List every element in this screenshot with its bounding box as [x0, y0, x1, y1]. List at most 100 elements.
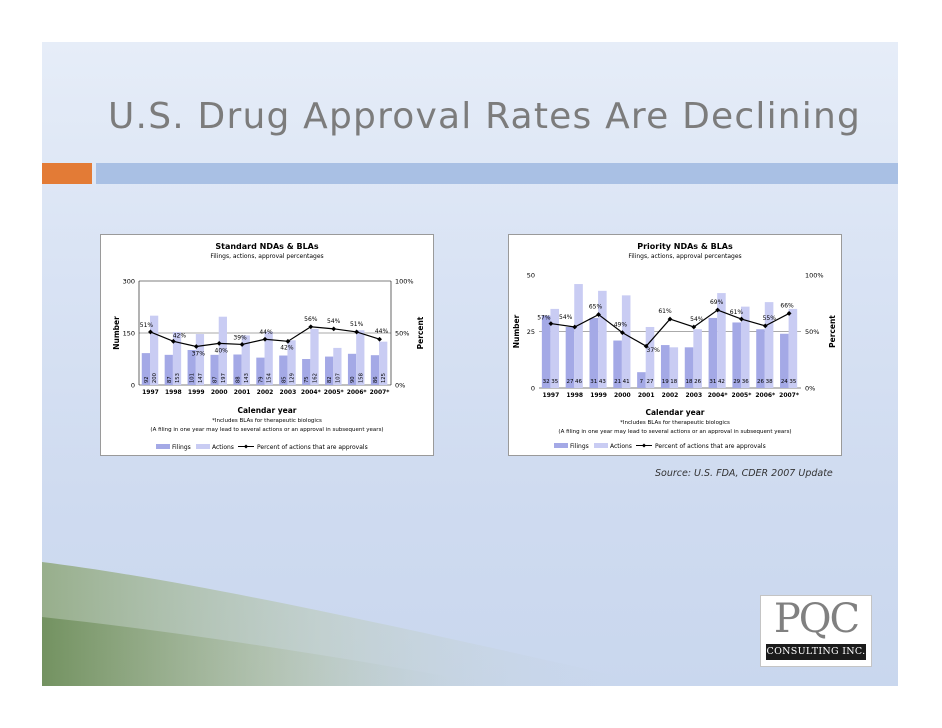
- legend-swatch-actions: [196, 444, 210, 449]
- value-label-actions: 42: [718, 379, 725, 385]
- percent-label: 55%: [763, 315, 777, 322]
- x-axis-label: Calendar year: [237, 406, 296, 415]
- legend-marker: [642, 443, 646, 448]
- percent-label: 61%: [658, 308, 672, 315]
- x-tick-label: 2006*: [347, 389, 368, 396]
- legend-filings: Filings: [570, 443, 589, 450]
- value-label-filings: 29: [733, 379, 740, 385]
- value-label-actions: 26: [694, 379, 701, 385]
- value-label-filings: 24: [781, 379, 788, 385]
- x-tick-label: 2005*: [324, 389, 345, 396]
- y-tick-label: 0: [131, 382, 135, 390]
- x-tick-label: 2007*: [370, 389, 391, 396]
- bar-actions: [241, 335, 250, 385]
- bar-filings: [684, 347, 694, 388]
- slide-title: U.S. Drug Approval Rates Are Declining: [108, 96, 862, 137]
- value-label-actions: 162: [312, 373, 318, 383]
- bar-filings: [732, 322, 741, 388]
- bar-filings: [660, 345, 670, 388]
- percent-marker: [548, 321, 554, 326]
- bar-actions: [764, 302, 774, 388]
- y2-tick-label: 0%: [805, 385, 815, 393]
- percent-label: 54%: [327, 318, 341, 325]
- bar-filings: [302, 359, 311, 385]
- bar-actions: [598, 290, 607, 388]
- legend: Filings Actions Percent of actions that …: [156, 444, 368, 451]
- bar-actions: [264, 331, 273, 385]
- x-tick-label: 1998: [566, 392, 583, 399]
- bar-filings: [613, 340, 622, 388]
- x-axis-label: Calendar year: [645, 408, 704, 417]
- bar-filings: [541, 315, 551, 388]
- standard-chart-svg: Standard NDAs & BLAs Filings, actions, a…: [112, 242, 425, 451]
- accent-bar-blue: [96, 163, 898, 184]
- percent-line: [550, 309, 790, 347]
- bar-actions: [550, 308, 560, 388]
- chart-title: Priority NDAs & BLAs: [637, 242, 733, 251]
- percent-marker: [216, 341, 222, 346]
- x-tick-label: 2003: [280, 389, 297, 396]
- percent-marker: [331, 326, 337, 332]
- bar-actions: [717, 293, 726, 388]
- value-label-actions: 43: [599, 379, 606, 385]
- slide: U.S. Drug Approval Rates Are Declining S…: [42, 42, 898, 686]
- bar-actions: [693, 329, 702, 388]
- value-label-filings: 79: [258, 376, 264, 383]
- percent-marker: [148, 329, 153, 335]
- value-label-actions: 200: [152, 373, 158, 383]
- legend-filings: Filings: [172, 444, 191, 451]
- accent-bar-orange: [42, 163, 92, 184]
- value-label-actions: 143: [244, 373, 250, 383]
- bar-actions: [740, 306, 750, 388]
- x-tick-label: 2000: [614, 392, 631, 399]
- bar-filings: [164, 354, 173, 385]
- background-swoosh: [42, 562, 662, 686]
- x-tick-label: 1997: [543, 392, 560, 399]
- percent-label: 37%: [192, 351, 206, 358]
- value-label-filings: 88: [236, 376, 242, 383]
- pqc-logo: PQC CONSULTING INC.: [760, 595, 872, 667]
- value-label-actions: 46: [575, 379, 582, 385]
- bar-actions: [669, 347, 679, 388]
- value-label-actions: 41: [623, 379, 630, 385]
- percent-label: 37%: [647, 347, 661, 354]
- percent-marker: [786, 311, 792, 316]
- footnote-2: (A filing in one year may lead to severa…: [558, 429, 791, 435]
- y2-axis-label: Percent: [828, 315, 837, 348]
- percent-label: 57%: [537, 315, 551, 322]
- value-label-filings: 75: [304, 376, 310, 383]
- y-tick-label: 150: [123, 330, 135, 338]
- bar-actions: [645, 326, 655, 388]
- priority-chart-svg: Priority NDAs & BLAs Filings, actions, a…: [512, 242, 837, 450]
- y-tick-label: 50: [527, 272, 535, 280]
- x-tick-label: 2000: [211, 389, 228, 396]
- bar-filings: [780, 333, 789, 388]
- x-tick-label: 2004*: [301, 389, 322, 396]
- bar-actions: [287, 340, 296, 385]
- y-axis-label: Number: [512, 314, 521, 348]
- value-label-actions: 38: [766, 379, 773, 385]
- bar-filings: [325, 356, 334, 385]
- value-label-actions: 35: [551, 379, 558, 385]
- standard-chart: Standard NDAs & BLAs Filings, actions, a…: [100, 234, 434, 456]
- chart-subtitle: Filings, actions, approval percentages: [628, 253, 741, 260]
- bar-filings: [756, 329, 765, 388]
- percent-marker: [739, 316, 744, 322]
- source-note: Source: U.S. FDA, CDER 2007 Update: [655, 468, 833, 479]
- value-label-actions: 147: [198, 373, 204, 383]
- logo-name: PQC: [773, 596, 860, 642]
- x-tick-label: 2006*: [755, 392, 776, 399]
- value-label-filings: 19: [662, 379, 669, 385]
- bar-filings: [370, 355, 380, 385]
- priority-chart: Priority NDAs & BLAs Filings, actions, a…: [508, 234, 842, 456]
- value-label-filings: 82: [327, 376, 333, 383]
- legend-swatch-filings: [156, 444, 170, 449]
- x-tick-label: 2002: [257, 389, 274, 396]
- y2-tick-label: 100%: [805, 272, 824, 280]
- x-tick-label: 1999: [188, 389, 205, 396]
- legend-percent: Percent of actions that are approvals: [257, 444, 368, 451]
- bar-filings: [708, 317, 718, 388]
- value-label-actions: 129: [290, 373, 296, 383]
- value-label-actions: 27: [646, 379, 653, 385]
- value-label-filings: 101: [190, 373, 196, 383]
